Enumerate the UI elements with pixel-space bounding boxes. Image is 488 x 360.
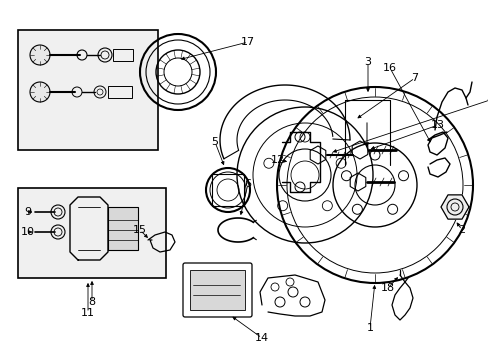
- Bar: [18, 30, 158, 150]
- Text: 1: 1: [366, 323, 373, 333]
- Bar: [108, 86, 132, 98]
- Text: 4: 4: [486, 95, 488, 105]
- Text: 18: 18: [380, 283, 394, 293]
- Bar: [113, 49, 133, 61]
- Bar: [212, 174, 244, 206]
- Text: 3: 3: [364, 57, 371, 67]
- Text: 14: 14: [254, 333, 268, 343]
- Polygon shape: [440, 195, 468, 219]
- Bar: [190, 270, 244, 310]
- Bar: [18, 188, 165, 278]
- Text: 17: 17: [241, 37, 255, 47]
- Text: 13: 13: [430, 120, 444, 130]
- Text: 11: 11: [81, 308, 95, 318]
- Text: 2: 2: [458, 225, 465, 235]
- Circle shape: [30, 82, 50, 102]
- Text: 12: 12: [270, 155, 285, 165]
- Bar: [108, 207, 138, 250]
- Text: 15: 15: [133, 225, 147, 235]
- Text: 5: 5: [211, 137, 218, 147]
- Text: 7: 7: [410, 73, 418, 83]
- Text: 6: 6: [244, 179, 251, 189]
- Text: 9: 9: [24, 207, 32, 217]
- Text: 16: 16: [382, 63, 396, 73]
- Text: 10: 10: [21, 227, 35, 237]
- Circle shape: [30, 45, 50, 65]
- Text: 8: 8: [88, 297, 95, 307]
